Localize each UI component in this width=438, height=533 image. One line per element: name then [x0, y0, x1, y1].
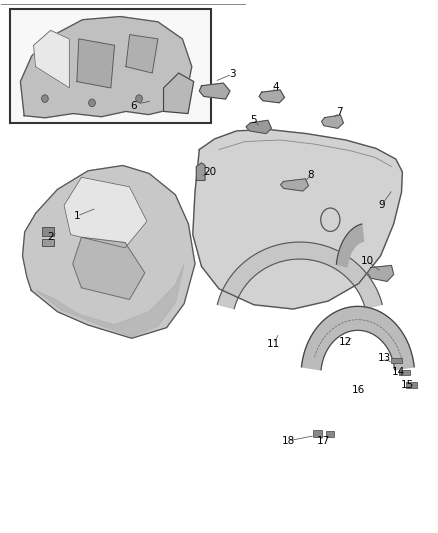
Polygon shape: [64, 177, 147, 248]
Polygon shape: [193, 130, 403, 309]
Polygon shape: [126, 35, 158, 73]
Polygon shape: [336, 224, 364, 267]
Polygon shape: [301, 306, 414, 370]
Text: 1: 1: [74, 211, 81, 221]
Text: 2: 2: [48, 232, 54, 243]
Polygon shape: [35, 264, 184, 337]
Text: 14: 14: [392, 367, 405, 377]
Polygon shape: [196, 163, 205, 180]
Circle shape: [42, 95, 48, 102]
Text: 17: 17: [317, 436, 330, 446]
Polygon shape: [367, 265, 394, 281]
Text: 16: 16: [352, 385, 365, 395]
Polygon shape: [217, 242, 382, 309]
Text: 5: 5: [251, 115, 257, 125]
Polygon shape: [281, 179, 308, 191]
Bar: [42, 239, 54, 246]
Polygon shape: [34, 30, 69, 88]
Text: 12: 12: [339, 337, 352, 347]
Polygon shape: [163, 73, 194, 114]
Text: 11: 11: [267, 338, 280, 349]
Bar: [326, 431, 334, 437]
Polygon shape: [199, 83, 230, 99]
Bar: [42, 227, 54, 236]
Polygon shape: [73, 237, 145, 300]
FancyBboxPatch shape: [11, 9, 211, 123]
Bar: [399, 370, 410, 375]
Text: 8: 8: [307, 170, 314, 180]
Polygon shape: [21, 17, 192, 118]
Polygon shape: [77, 39, 115, 88]
Bar: [406, 382, 417, 387]
Circle shape: [88, 99, 95, 107]
Text: 18: 18: [281, 436, 295, 446]
Polygon shape: [246, 120, 272, 134]
Text: 6: 6: [113, 66, 120, 76]
Polygon shape: [259, 90, 285, 103]
Text: 20: 20: [203, 167, 216, 177]
Text: 7: 7: [336, 107, 343, 117]
Bar: [313, 430, 322, 437]
Text: 4: 4: [272, 82, 279, 92]
Polygon shape: [321, 115, 343, 128]
Text: 15: 15: [401, 379, 414, 390]
Polygon shape: [22, 165, 195, 338]
Text: 13: 13: [378, 353, 391, 363]
Text: 3: 3: [229, 69, 235, 79]
Text: 6: 6: [130, 101, 137, 111]
Text: 9: 9: [378, 200, 385, 211]
Circle shape: [136, 95, 142, 102]
Text: 10: 10: [361, 256, 374, 266]
Bar: [392, 358, 403, 364]
